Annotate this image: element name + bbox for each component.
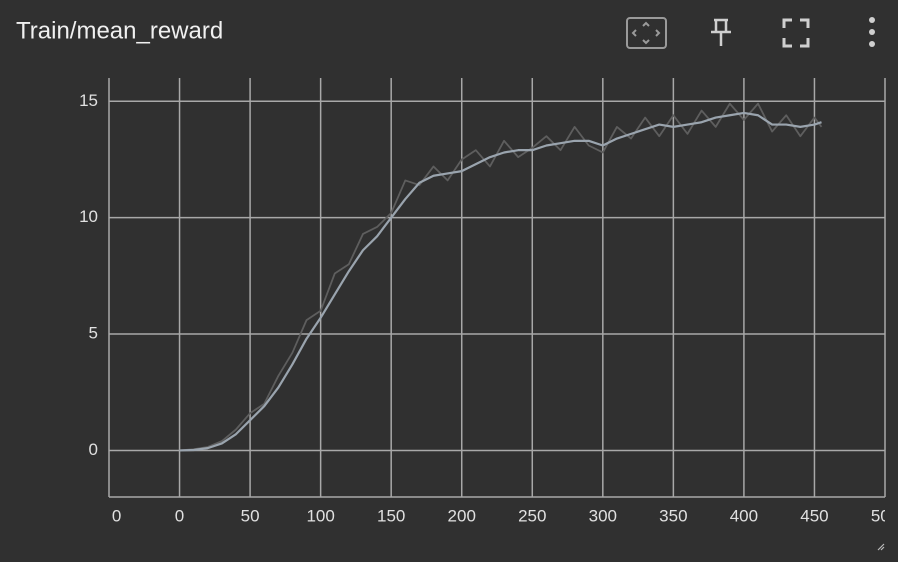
fit-icon[interactable]: [626, 17, 667, 49]
x-tick-label: 300: [589, 506, 617, 525]
fullscreen-icon[interactable]: [782, 18, 810, 48]
x-tick-label: 250: [518, 506, 546, 525]
x-tick-label: 150: [377, 506, 405, 525]
x-tick-label: 100: [306, 506, 334, 525]
x-tick-label: 350: [659, 506, 687, 525]
chart-title: Train/mean_reward: [16, 17, 223, 44]
x-tick-label: 500: [871, 506, 898, 525]
y-tick-label: 0: [89, 440, 98, 459]
more-icon[interactable]: [869, 17, 875, 47]
plot-area: 0 5 10 15 -50 0 50 100 150 200 250 300 350 400 450 500: [79, 78, 898, 525]
y-tick-label: 10: [79, 207, 98, 226]
x-tick-labels: -50 0 50 100 150 200 250 300 350 400 450 500: [97, 506, 898, 525]
x-tick-label: 400: [730, 506, 758, 525]
pin-icon[interactable]: [711, 18, 731, 46]
x-tick-label: 50: [241, 506, 260, 525]
resize-handle[interactable]: [877, 543, 885, 551]
x-tick-label: 450: [800, 506, 828, 525]
series-line: [179, 102, 823, 452]
x-tick-label: 0: [175, 506, 184, 525]
y-tick-label: 5: [89, 324, 98, 343]
y-tick-label: 15: [79, 91, 98, 110]
x-tick-label: 200: [448, 506, 476, 525]
x-tick-label: -50: [97, 506, 122, 525]
series-line: [179, 111, 822, 452]
